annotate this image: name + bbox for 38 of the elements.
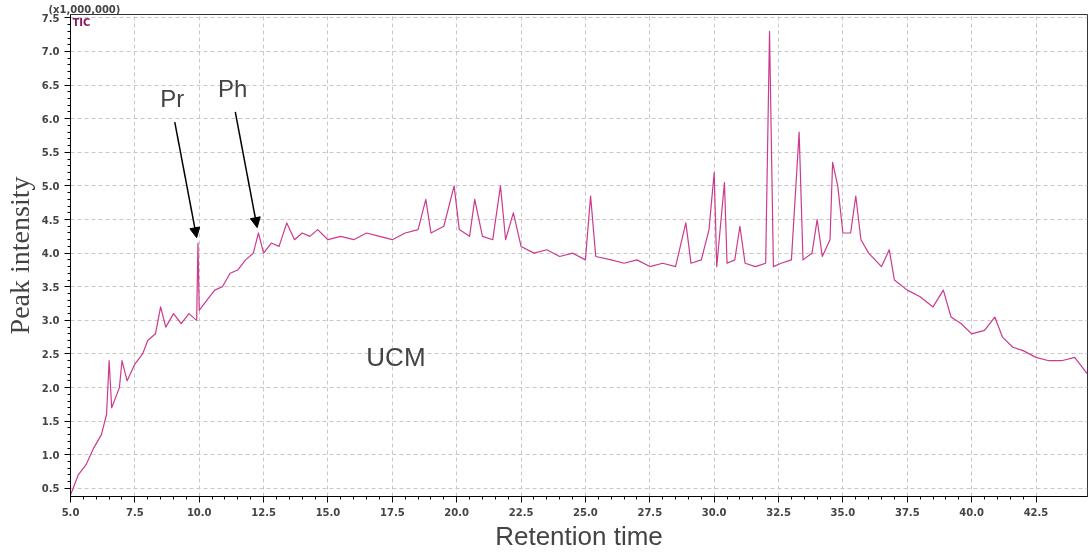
y-tick-label: 6.0 [41,113,60,125]
annotation: Ph [218,74,248,102]
y-tick-label: 2.0 [41,382,60,394]
x-tick-label: 17.5 [380,506,405,518]
x-tick-label: 35.0 [830,506,856,518]
x-tick-label: 37.5 [894,506,920,518]
y-tick-label: 4.0 [41,248,60,260]
y-tick-label: 2.5 [41,348,60,360]
y-tick-label: 3.0 [41,315,60,327]
y-tick-label: 7.0 [41,46,60,58]
y-tick-label: 1.0 [41,449,60,461]
x-tick-label: 22.5 [508,506,534,518]
x-tick-label: 40.0 [959,506,985,518]
y-tick-label: 5.5 [41,147,60,159]
x-tick-label: 27.5 [637,506,663,518]
x-tick-label: 15.0 [315,506,341,518]
y-tick-label: 5.0 [41,180,60,192]
x-tick-label: 10.0 [186,506,212,518]
y-tick-label: 0.5 [41,483,60,495]
annotation: TIC [72,16,91,28]
y-axis-title: Peak intensity [3,176,35,335]
x-tick-label: 5.0 [61,506,80,518]
x-tick-label: 20.0 [444,506,470,518]
x-tick-label: 32.5 [766,506,791,518]
y-tick-label: 7.5 [41,12,60,24]
x-axis-title: Retention time [495,520,663,551]
y-tick-label: 1.5 [41,416,60,428]
annotation: (x1,000,000) [48,3,121,15]
x-tick-label: 12.5 [251,506,276,518]
x-tick-label: 7.5 [126,506,144,518]
x-tick-label: 30.0 [701,506,727,518]
y-tick-label: 6.5 [41,80,60,92]
y-tick-label: 3.5 [41,281,60,293]
x-tick-label: 25.0 [573,506,598,518]
x-tick-label: 42.5 [1023,506,1049,518]
annotation: UCM [366,341,426,372]
annotation: Pr [160,84,185,112]
y-tick-label: 4.5 [41,214,60,226]
